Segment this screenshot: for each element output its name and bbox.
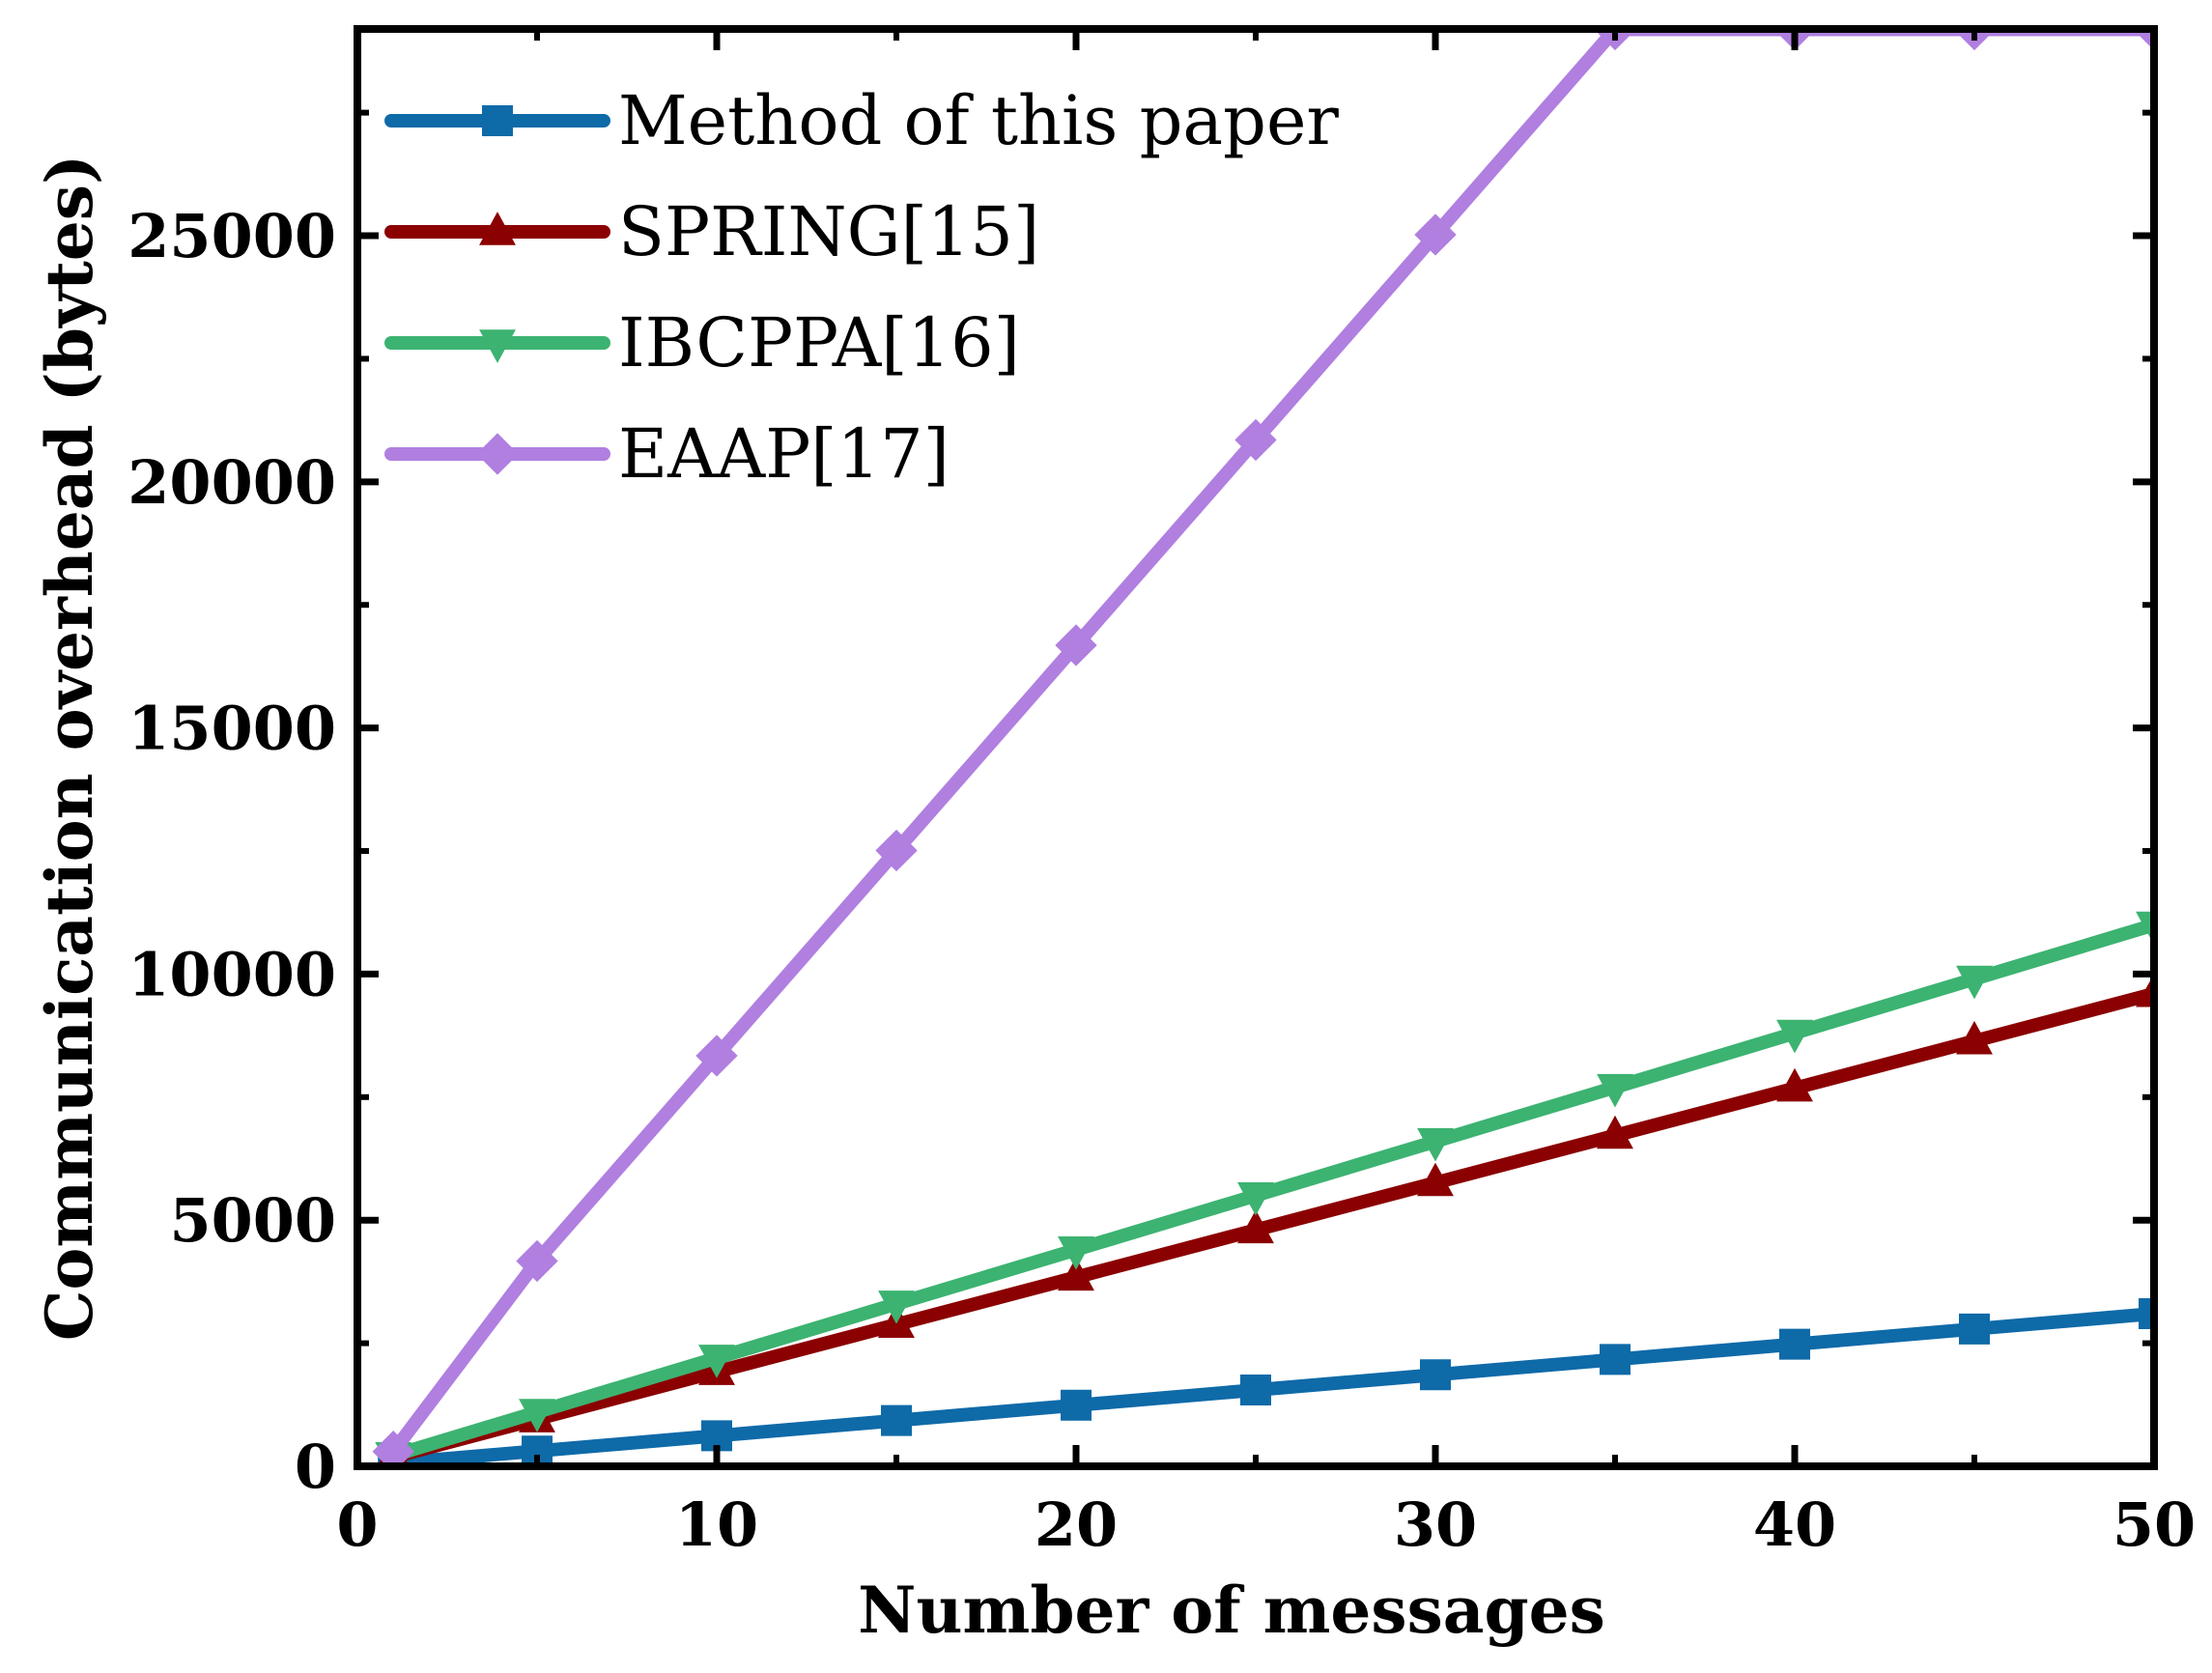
x-tick-label: 20 [1035,1489,1118,1560]
legend: Method of this paper SPRING[15] IBCPPA[16]… [384,81,1339,494]
y-tick-label: 5000 [169,1185,336,1256]
data-point [1776,1019,1813,1054]
legend-item: Method of this paper [384,81,1339,160]
y-tick-label: 10000 [128,939,336,1009]
legend-label: EAAP[17] [618,414,950,494]
data-point [2136,973,2154,1007]
legend-marker [476,433,519,475]
data-point [701,1420,732,1452]
legend-label: SPRING[15] [618,192,1039,271]
data-point [1959,1313,1990,1345]
legend-label: Method of this paper [618,81,1339,160]
ticks-layer: 0 10 20 30 40 50 0 5000 10000 15000 20000 25000 [128,29,2196,1560]
x-tick-label: 30 [1394,1489,1477,1560]
y-tick-label: 20000 [128,447,336,518]
series-line [386,918,2154,1462]
data-point [1240,1375,1271,1406]
data-point [1234,418,1277,462]
legend-marker [479,329,516,363]
data-point [1417,1162,1454,1197]
data-point [516,1239,558,1283]
legend-item: IBCPPA[16] [384,303,1020,383]
x-tick-label: 50 [2113,1489,2196,1560]
data-point [1055,624,1097,666]
data-point [2133,29,2154,51]
data-point [1776,1067,1813,1102]
data-point [1237,1181,1274,1216]
data-point [1058,1236,1094,1270]
y-tick-label: 25000 [128,201,336,271]
x-tick-label: 0 [336,1489,378,1560]
data-point [519,1399,555,1432]
data-point [1058,1257,1094,1291]
x-tick-label: 40 [1753,1489,1836,1560]
y-axis-title: Communication overhead (bytes) [32,155,107,1341]
data-point [1417,1127,1454,1162]
legend-item: SPRING[15] [384,192,1039,271]
x-tick-label: 10 [675,1489,758,1560]
data-point [1600,1344,1631,1375]
data-point [1956,1020,1993,1055]
legend-label: IBCPPA[16] [618,303,1020,383]
data-point [1956,965,1993,1000]
data-point [875,829,918,872]
data-point [1597,1115,1633,1149]
data-point [372,1431,414,1466]
y-tick-label: 15000 [128,694,336,764]
data-point [1061,1389,1092,1421]
data-point [2136,911,2154,946]
data-point [881,1404,912,1436]
data-point [1779,1328,1810,1360]
legend-marker [479,212,516,245]
data-point [1414,213,1457,256]
legend-item: EAAP[17] [384,414,950,494]
series-0 [378,1298,2154,1466]
data-point [1420,1359,1451,1391]
data-point [1237,1209,1274,1244]
data-point [695,1035,738,1077]
data-point [1597,1073,1633,1108]
x-axis-title: Number of messages [858,1573,1605,1648]
data-point [878,1290,915,1324]
data-point [698,1345,735,1378]
y-tick-label: 0 [295,1432,336,1502]
series-2 [375,911,2154,1466]
legend-marker [482,105,513,136]
